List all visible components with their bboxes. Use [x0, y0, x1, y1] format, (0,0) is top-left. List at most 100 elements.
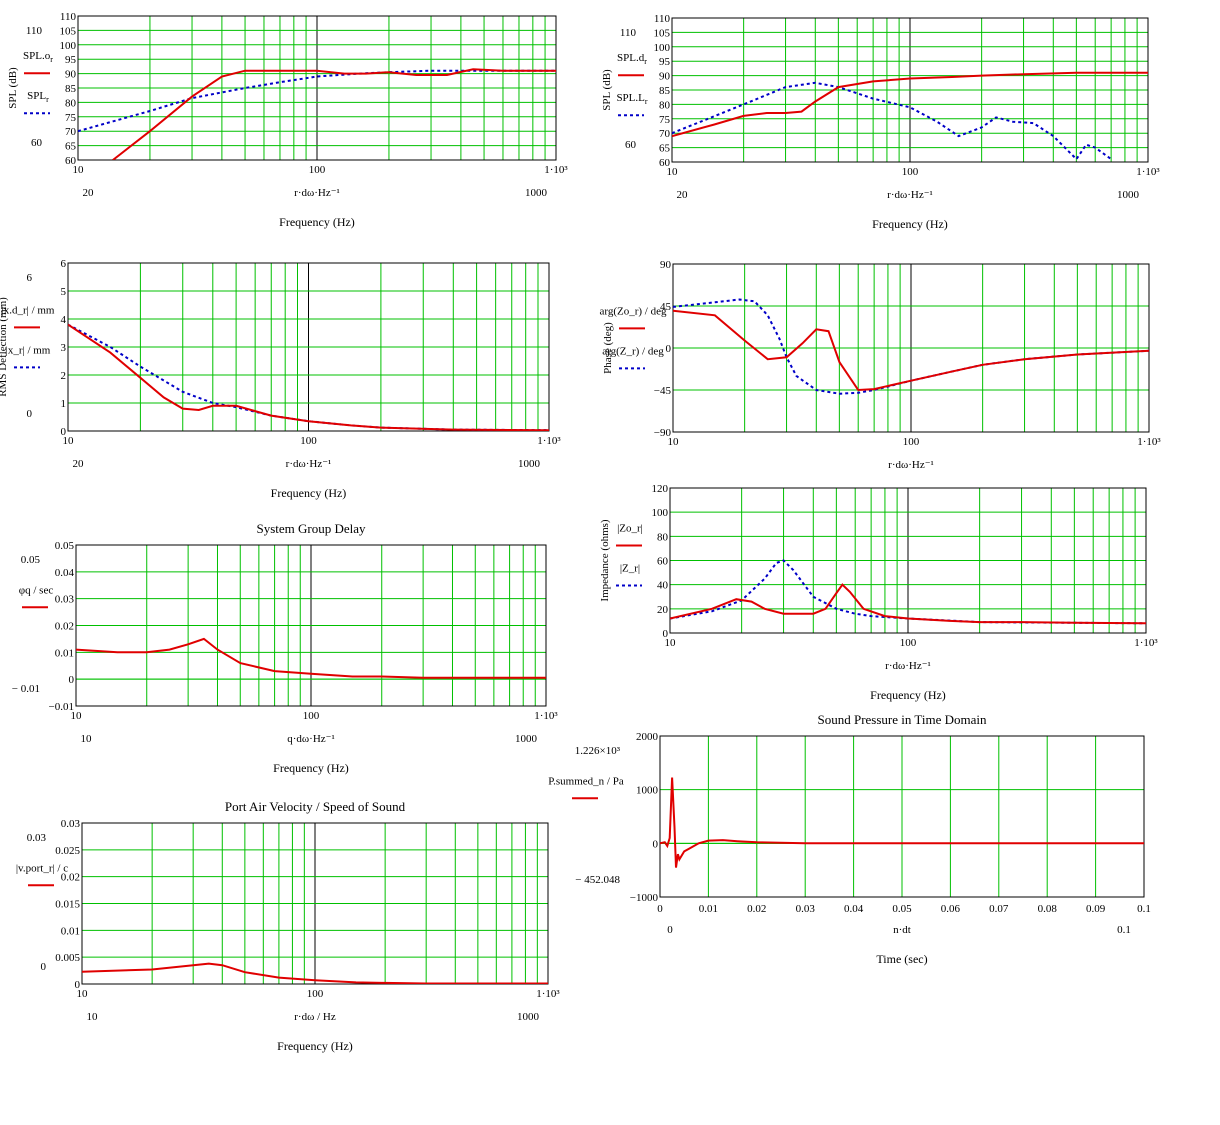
deflection-yrange-high: 6: [27, 272, 33, 284]
port-velocity-ytick-label: 0.01: [61, 925, 80, 937]
deflection-ytick-label: 5: [61, 286, 67, 298]
impedance-ytick-label: 80: [657, 531, 669, 543]
spl-d-ytick-label: 60: [659, 157, 671, 169]
time-legend-label: P.summed_n / Pa: [548, 775, 624, 787]
group-delay-xrange-high: 1000: [515, 733, 538, 745]
spl-o-xtick-label: 10: [73, 164, 85, 176]
spl-o-ytick-label: 80: [65, 97, 77, 109]
spl-d-xtick-label: 10: [667, 166, 679, 178]
spl-o-series-line-solid: [112, 68, 556, 160]
deflection-legend-label: |x.d_r| / mm: [2, 304, 55, 316]
spl-o-ytick-label: 110: [60, 11, 77, 23]
group-delay-ytick-label: 0: [69, 674, 75, 686]
time-xtick-label: 0: [657, 903, 663, 915]
impedance-xaxis-title: Frequency (Hz): [870, 688, 946, 702]
deflection-ytick-label: 2: [61, 370, 67, 382]
port-velocity-ytick-label: 0.025: [55, 845, 80, 857]
spl-d-ytick-label: 90: [659, 71, 671, 83]
spl-o-ytick-label: 85: [65, 83, 77, 95]
phase-xtick-label: 1·10³: [1137, 436, 1161, 448]
spl-d-yaxis-title: SPL (dB): [601, 69, 613, 111]
port-velocity-xrange-low: 10: [87, 1011, 99, 1023]
phase-series-line-dotted: [673, 298, 1149, 395]
phase-ytick-label: 90: [660, 259, 672, 271]
spl-d-xaxis-label: r·dω·Hz⁻¹: [887, 189, 933, 201]
impedance-xtick-label: 1·10³: [1134, 637, 1158, 649]
time-ytick-label: 2000: [636, 731, 659, 743]
deflection-xrange-low: 20: [73, 458, 85, 470]
phase-ytick-label: 45: [660, 301, 672, 313]
impedance-series-line-solid: [670, 583, 1146, 625]
spl-o-ytick-label: 75: [65, 112, 77, 124]
deflection-ytick-label: 3: [61, 342, 67, 354]
deflection-yaxis-title: RMS Deflection (mm): [0, 297, 9, 397]
group-delay-series-line-solid: [76, 637, 546, 679]
group-delay-xtick-label: 1·10³: [534, 710, 558, 722]
port-velocity-xaxis-title: Frequency (Hz): [277, 1039, 353, 1053]
port-velocity-xtick-label: 1·10³: [536, 988, 560, 1000]
spl-d-ytick-label: 70: [659, 128, 671, 140]
deflection-xtick-label: 100: [300, 435, 317, 447]
port-velocity-series-line-solid: [82, 962, 548, 984]
deflection-yrange-low: 0: [27, 408, 33, 420]
impedance-yaxis-title: Impedance (ohms): [599, 519, 611, 601]
group-delay-ytick-label: 0.02: [55, 621, 74, 633]
group-delay-xtick-label: 100: [303, 710, 320, 722]
impedance-xtick-label: 100: [900, 637, 917, 649]
spl-d-legend-label: SPL.Lr: [616, 92, 647, 106]
time-ytick-label: 1000: [636, 785, 659, 797]
group-delay-ytick-label: −0.01: [49, 701, 74, 713]
spl-d-legend-label: SPL.dr: [617, 52, 647, 66]
spl-d-yrange-low: 60: [625, 139, 637, 151]
time-xtick-label: 0.07: [989, 903, 1009, 915]
spl-d-xaxis-title: Frequency (Hz): [872, 217, 948, 231]
spl-o-ytick-label: 100: [60, 40, 77, 52]
group-delay-xaxis-title: Frequency (Hz): [273, 761, 349, 775]
time-series-line-solid: [660, 777, 1144, 868]
impedance-xtick-label: 10: [665, 637, 677, 649]
port-velocity-xtick-label: 100: [307, 988, 324, 1000]
group-delay-xaxis-label: q·dω·Hz⁻¹: [287, 733, 335, 745]
spl-d-series-line-solid: [672, 71, 1148, 138]
group-delay-ytick-label: 0.05: [55, 540, 75, 552]
port-velocity-legend-label: |v.port_r| / c: [16, 862, 68, 874]
spl-o-xrange-high: 1000: [525, 187, 548, 199]
time-xrange-high: 0.1: [1117, 924, 1131, 936]
deflection-xaxis-title: Frequency (Hz): [271, 486, 347, 500]
spl-d-ytick-label: 100: [654, 42, 671, 54]
deflection-xtick-label: 1·10³: [537, 435, 561, 447]
impedance-legend-label: |Z_r|: [620, 563, 640, 575]
time-xtick-label: 0.08: [1038, 903, 1058, 915]
impedance-xaxis-label: r·dω·Hz⁻¹: [885, 660, 931, 672]
spl-o-xrange-low: 20: [83, 187, 95, 199]
deflection-ytick-label: 1: [61, 398, 67, 410]
group-delay-plot-frame: [75, 544, 547, 707]
group-delay-yrange-low: − 0.01: [12, 683, 40, 695]
group-delay-ytick-label: 0.04: [55, 567, 75, 579]
spl-o-ytick-label: 105: [60, 25, 77, 37]
spl-d-plot-frame: [671, 17, 1149, 163]
phase-xtick-label: 10: [668, 436, 680, 448]
spl-o-xaxis-label: r·dω·Hz⁻¹: [294, 187, 340, 199]
spl-o-xtick-label: 1·10³: [544, 164, 568, 176]
port-velocity-ytick-label: 0.015: [55, 899, 80, 911]
phase-xtick-label: 100: [903, 436, 920, 448]
time-xtick-label: 0.06: [941, 903, 961, 915]
time-plot-frame: [659, 735, 1145, 898]
deflection-ytick-label: 4: [61, 314, 67, 326]
deflection-ytick-label: 0: [61, 426, 67, 438]
deflection-series-line-solid: [68, 323, 549, 431]
deflection-xrange-high: 1000: [518, 458, 541, 470]
group-delay-xtick-label: 10: [71, 710, 83, 722]
impedance-ytick-label: 20: [657, 604, 669, 616]
time-ytick-label: −1000: [630, 892, 659, 904]
spl-o-xaxis-title: Frequency (Hz): [279, 215, 355, 229]
port-velocity-chart-title: Port Air Velocity / Speed of Sound: [225, 799, 406, 814]
deflection-xaxis-label: r·dω·Hz⁻¹: [286, 458, 332, 470]
time-xtick-label: 0.09: [1086, 903, 1106, 915]
port-velocity-xtick-label: 10: [77, 988, 89, 1000]
spl-o-legend-label: SPLr: [27, 90, 49, 104]
spl-d-xrange-low: 20: [677, 189, 689, 201]
impedance-ytick-label: 120: [652, 483, 669, 495]
